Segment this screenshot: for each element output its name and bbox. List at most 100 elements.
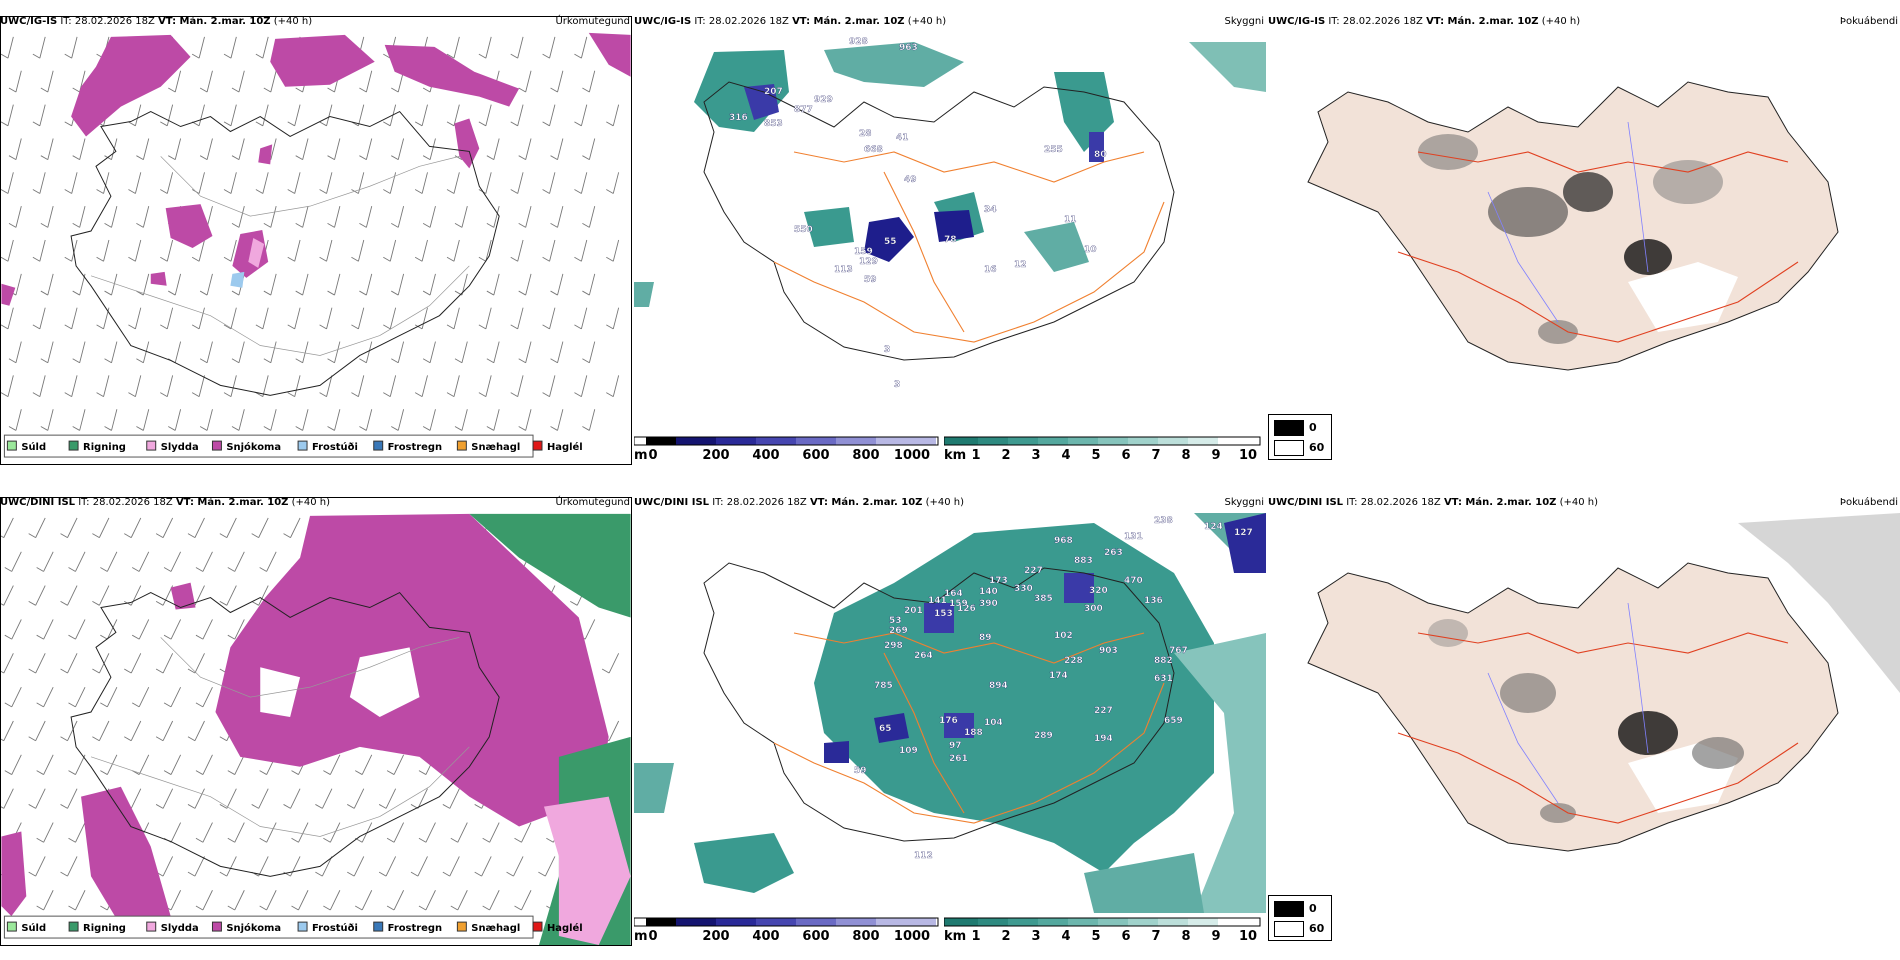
wind-barb — [195, 686, 213, 708]
wind-barb — [32, 104, 46, 127]
wind-barb — [1, 36, 14, 59]
visibility-ramp — [944, 917, 1261, 927]
wind-barb — [486, 273, 500, 296]
cloud-base-label: 112 — [914, 851, 933, 861]
wind-barb — [347, 856, 365, 877]
wind-barb — [323, 890, 341, 911]
cloud-base-tick: 0 — [648, 448, 658, 463]
wind-barb — [327, 138, 341, 161]
wind-barb — [128, 307, 142, 330]
wind-barb — [160, 307, 174, 330]
lead-time: (+40 h) — [1559, 497, 1599, 508]
wind-barb — [378, 856, 397, 877]
wind-barb — [8, 409, 22, 431]
wind-barb — [136, 273, 150, 296]
wind-barb — [64, 36, 78, 59]
wind-barb — [36, 754, 54, 775]
cloud-base-label: 877 — [794, 105, 813, 115]
wind-barb — [574, 307, 588, 330]
wind-barb — [574, 36, 588, 59]
wind-barb — [92, 585, 110, 606]
legend-label: Slydda — [161, 442, 199, 453]
fog-shading — [1428, 619, 1744, 823]
legend-swatch — [211, 921, 222, 932]
wind-barb — [191, 172, 205, 194]
visibility-tick: 1 — [971, 448, 981, 463]
wind-barb — [191, 239, 205, 262]
wind-barb — [442, 788, 460, 809]
wind-barb — [422, 206, 436, 228]
cloud-base-label: 109 — [899, 746, 918, 756]
cloud-base-tick: 600 — [802, 929, 830, 944]
legend-swatch — [456, 440, 467, 451]
wind-barb — [36, 551, 54, 572]
visibility-tick: 3 — [1031, 929, 1041, 944]
legend-label: Snæhagl — [471, 442, 520, 453]
visibility-tick: 8 — [1181, 448, 1191, 463]
cloud-base-label: 227 — [1094, 706, 1113, 716]
wind-barb — [40, 409, 54, 431]
wind-barb — [454, 206, 468, 228]
coastline — [703, 562, 1175, 842]
wind-barb — [40, 138, 54, 161]
wind-barb — [391, 341, 405, 364]
cloud-base-label: 227 — [1024, 566, 1043, 576]
wind-barb — [550, 341, 564, 364]
init-time: IT: 28.02.2026 18Z — [712, 497, 807, 508]
wind-barb — [582, 70, 596, 93]
cloud-base-label: 470 — [1124, 576, 1143, 586]
cloud-base-label: 330 — [1014, 584, 1033, 594]
wind-barb — [255, 307, 269, 330]
wind-barb — [255, 36, 269, 59]
legend-swatch — [211, 440, 222, 451]
legend-swatch — [297, 921, 308, 932]
wind-barb — [263, 70, 277, 93]
fog-index-map — [1307, 513, 1900, 852]
legend-swatch — [6, 921, 17, 932]
wind-barb — [132, 551, 150, 572]
cloud-base-label: 124 — [1204, 522, 1223, 532]
cloud-base-tick: 800 — [852, 929, 880, 944]
precip-type-map: Súld Rigning Slydda Snjókoma Frostúði Frostre… — [0, 497, 632, 946]
cloud-base-label: 785 — [874, 681, 893, 691]
lead-time: (+40 h) — [1541, 16, 1581, 27]
wind-barb — [72, 341, 86, 364]
wind-barb — [36, 890, 54, 911]
cloud-base-label: 631 — [1154, 674, 1173, 684]
wind-barb — [4, 551, 22, 572]
wind-barb — [414, 375, 428, 397]
wind-barb — [60, 517, 78, 539]
wind-barb — [410, 856, 428, 877]
wind-barb — [574, 172, 588, 194]
wind-barb — [163, 686, 182, 708]
wind-barb — [287, 239, 301, 262]
wind-barb — [263, 341, 277, 364]
cloud-base-tick: 0 — [648, 929, 658, 944]
wind-barb — [28, 585, 46, 606]
wind-barb — [64, 239, 78, 262]
wind-barb — [359, 206, 373, 228]
wind-barb — [68, 686, 86, 708]
wind-barb — [550, 273, 564, 296]
cloud-base-tick: 600 — [802, 448, 830, 463]
visibility-tick: 7 — [1151, 448, 1161, 463]
wind-barb — [386, 754, 405, 775]
wind-barb — [28, 788, 46, 809]
wind-barb — [542, 307, 556, 330]
legend-swatch — [532, 921, 543, 932]
wind-barb — [383, 307, 397, 330]
cloud-base-label: 12 — [1014, 260, 1027, 270]
visibility-colorbar: km 1 2 3 4 5 6 7 8 9 10 — [944, 917, 1264, 947]
cloud-base-label: 140 — [979, 587, 998, 597]
wind-barb — [486, 409, 500, 431]
legend-swatch — [146, 921, 157, 932]
wind-barb — [327, 409, 341, 431]
wind-barb — [191, 36, 205, 59]
visibility-tick: 6 — [1121, 929, 1131, 944]
cloud-base-label: 963 — [899, 43, 918, 53]
wind-barb — [40, 206, 54, 228]
legend-swatch — [373, 921, 384, 932]
cloud-base-label: 261 — [949, 754, 968, 764]
wind-barb — [538, 856, 556, 877]
